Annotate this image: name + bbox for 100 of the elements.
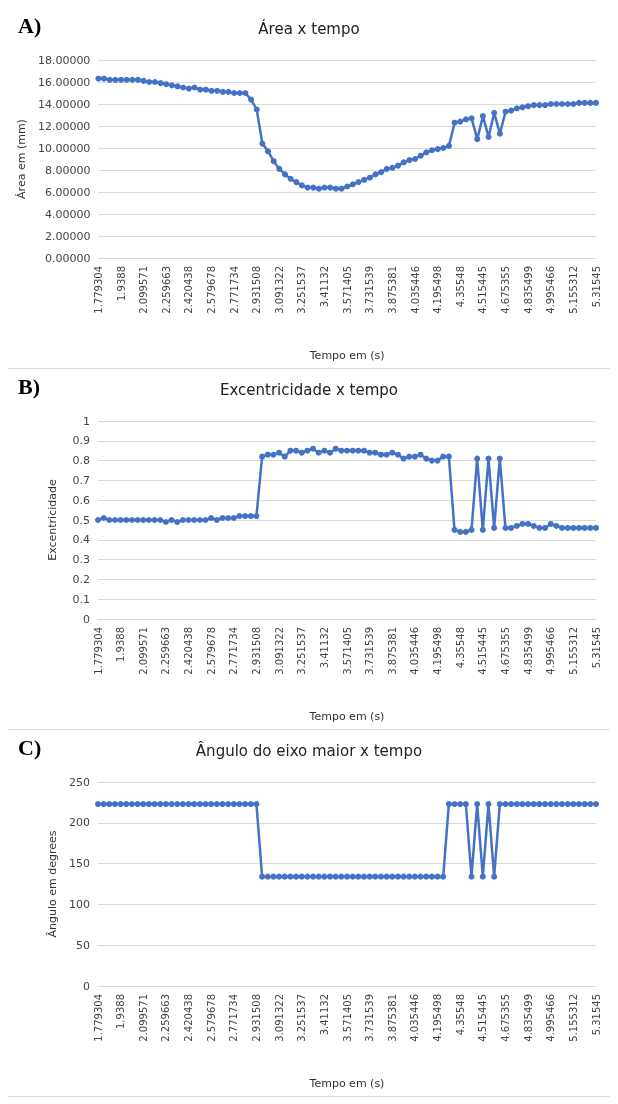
y-tick-label: 8.00000 [44, 163, 91, 177]
y-tick-label: 50 [76, 938, 90, 952]
text: A) [18, 12, 42, 38]
x-tick-label: 3.571405 [341, 994, 353, 1042]
x-tick-label: 4.195498 [432, 266, 444, 314]
x-tick-label: 5.155312 [567, 266, 579, 314]
x-tick-label: 3.571405 [341, 627, 353, 675]
x-tick-label: 2.579678 [205, 994, 217, 1042]
y-tick-label: 0.5 [72, 513, 90, 527]
x-tick-label: 3.41132 [318, 994, 330, 1036]
y-tick-label: 0.00000 [44, 251, 91, 265]
x-tick-label: 4.675355 [499, 627, 511, 675]
y-tick-label: 18.00000 [37, 53, 91, 67]
y-tick-label: 0.4 [72, 533, 90, 547]
x-tick-label: 3.41132 [318, 627, 330, 669]
y-tick-label: 12.00000 [37, 119, 91, 133]
x-tick-label: 4.835499 [522, 266, 534, 314]
x-tick-label: 4.035446 [409, 994, 421, 1042]
x-tick-label: 4.35548 [454, 994, 466, 1036]
x-tick-label: 3.41132 [319, 266, 331, 308]
x-tick-label: 4.515445 [477, 627, 489, 675]
y-tick-label: 0.7 [72, 473, 90, 487]
x-tick-label: 4.835499 [522, 994, 534, 1042]
y-tick-label: 150 [69, 857, 90, 871]
y-tick-label: 6.00000 [44, 185, 91, 199]
x-tick-label: 3.571405 [341, 266, 353, 314]
y-axis-title: Excentricidade [46, 479, 59, 561]
x-tick-label: 2.931508 [250, 994, 262, 1042]
x-tick-label: 1.779304 [92, 627, 104, 675]
x-tick-label: 2.771734 [228, 266, 240, 314]
x-tick-label: 3.875381 [386, 994, 398, 1042]
y-tick-label: 4.00000 [44, 207, 91, 221]
x-tick-label: 1.779304 [92, 994, 104, 1042]
x-tick-label: 4.995466 [545, 266, 557, 314]
x-tick-label: 4.195498 [432, 994, 444, 1042]
y-tick-label: 1 [83, 414, 90, 428]
x-tick-label: 3.875381 [386, 627, 398, 675]
x-tick-label: 4.995466 [545, 627, 557, 675]
x-tick-label: 2.259663 [160, 266, 172, 314]
chart-title: Excentricidade x tempo [219, 380, 399, 399]
y-tick-label: 0.3 [72, 553, 90, 567]
y-tick-label: 14.00000 [37, 97, 91, 111]
x-tick-label: 2.259663 [160, 994, 172, 1042]
x-tick-label: 5.155312 [567, 627, 579, 675]
x-tick-label: 1.9388 [115, 266, 127, 301]
x-tick-label: 2.099571 [137, 627, 149, 675]
x-tick-label: 3.251537 [296, 994, 308, 1042]
x-tick-label: 4.195498 [432, 627, 444, 675]
x-axis-title: Tempo em (s) [308, 1077, 385, 1090]
x-tick-label: 4.515445 [477, 994, 489, 1042]
x-tick-label: 2.771734 [228, 994, 240, 1042]
y-tick-label: 10.00000 [37, 141, 91, 155]
y-axis-title: Ângulo em degrees [46, 830, 59, 938]
x-tick-label: 1.779304 [92, 266, 104, 314]
text: C) [18, 734, 42, 760]
x-tick-label: 3.091322 [273, 266, 285, 314]
y-tick-label: 200 [69, 816, 90, 830]
y-tick-label: 250 [69, 775, 90, 789]
x-tick-label: 3.875381 [386, 266, 398, 314]
x-tick-label: 2.259663 [160, 627, 172, 675]
x-tick-label: 2.420438 [183, 994, 195, 1042]
x-axis-title: Tempo em (s) [308, 710, 385, 723]
x-tick-label: 5.31545 [590, 627, 602, 669]
x-tick-label: 2.099571 [137, 994, 149, 1042]
x-tick-label: 1.9388 [115, 627, 127, 662]
x-tick-label: 2.931508 [251, 266, 263, 314]
x-tick-label: 5.31545 [590, 266, 602, 308]
y-tick-label: 0.2 [72, 572, 90, 586]
x-tick-label: 4.995466 [545, 994, 557, 1042]
y-tick-label: 0.9 [72, 434, 90, 448]
x-tick-label: 3.091322 [273, 994, 285, 1042]
x-tick-label: 4.515445 [477, 266, 489, 314]
x-tick-label: 2.771734 [228, 627, 240, 675]
chart-title: Ângulo do eixo maior x tempo [195, 740, 423, 760]
x-axis-title: Tempo em (s) [308, 349, 385, 362]
x-tick-label: 4.35548 [454, 627, 466, 669]
x-tick-label: 2.931508 [250, 627, 262, 675]
x-tick-label: 4.035446 [409, 627, 421, 675]
text: B) [18, 373, 40, 399]
y-tick-label: 0 [83, 612, 90, 626]
y-tick-label: 16.00000 [37, 75, 91, 89]
y-tick-label: 0.6 [72, 493, 90, 507]
x-tick-label: 4.35548 [454, 266, 466, 308]
x-tick-label: 4.675355 [499, 994, 511, 1042]
x-tick-label: 2.420438 [183, 266, 195, 314]
y-tick-label: 0.8 [72, 454, 90, 468]
x-tick-label: 2.579678 [205, 266, 217, 314]
x-tick-label: 4.835499 [522, 627, 534, 675]
x-tick-label: 4.675355 [500, 266, 512, 314]
x-tick-label: 3.731539 [364, 994, 376, 1042]
x-tick-label: 2.420438 [183, 627, 195, 675]
y-tick-label: 0.1 [72, 592, 90, 606]
x-tick-label: 5.31545 [590, 994, 602, 1036]
y-tick-label: 100 [69, 897, 90, 911]
x-tick-label: 3.731539 [364, 627, 376, 675]
x-tick-label: 2.099571 [138, 266, 150, 314]
x-tick-label: 3.251537 [296, 627, 308, 675]
x-tick-label: 5.155312 [567, 994, 579, 1042]
y-axis-title: Área em (mm) [15, 119, 28, 199]
y-tick-label: 0 [83, 979, 90, 993]
